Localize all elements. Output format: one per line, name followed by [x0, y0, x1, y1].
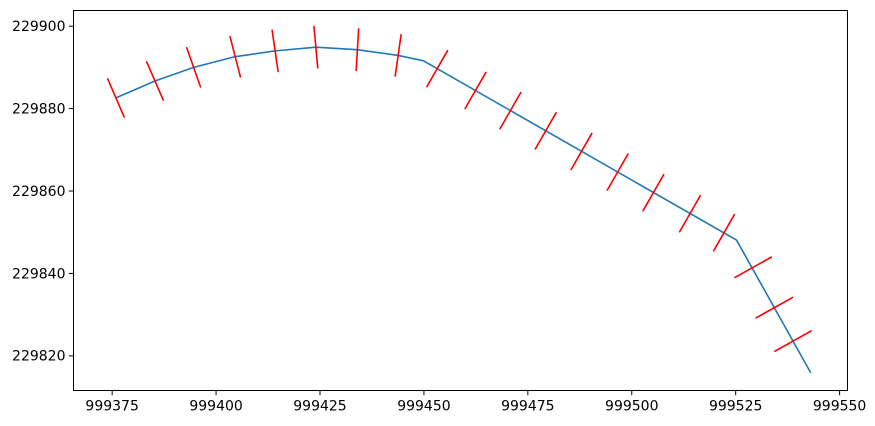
normal-tick — [534, 112, 557, 150]
axes-frame — [73, 10, 848, 391]
normal-tick — [394, 34, 402, 77]
normal-tick — [734, 256, 773, 279]
normal-tick — [642, 173, 665, 212]
y-tick-label: 229840 — [12, 266, 65, 282]
normal-tick — [271, 29, 279, 73]
y-tick-label: 229880 — [12, 101, 65, 117]
normal-tick — [106, 77, 125, 118]
normal-tick — [755, 296, 794, 319]
normal-tick — [229, 35, 242, 78]
x-tick-label: 999450 — [397, 399, 450, 415]
x-tick-label: 999400 — [189, 399, 242, 415]
normal-tick — [145, 61, 165, 101]
x-tick-label: 999425 — [293, 399, 346, 415]
x-tick-label: 999550 — [813, 399, 866, 415]
y-tick-label: 229860 — [12, 184, 65, 200]
normal-tick — [606, 153, 629, 191]
x-tick-label: 999500 — [605, 399, 658, 415]
normal-tick — [185, 46, 202, 88]
path-line — [115, 46, 812, 374]
y-tick-label: 229900 — [12, 19, 65, 35]
normal-tick — [499, 91, 522, 130]
normal-tick — [313, 25, 319, 69]
normal-tick — [426, 49, 449, 88]
x-tick-label: 999475 — [501, 399, 554, 415]
normal-tick — [712, 213, 736, 252]
normal-tick — [464, 71, 487, 110]
x-tick-label: 999525 — [709, 399, 762, 415]
y-tick-label: 229820 — [12, 349, 65, 365]
normal-tick — [774, 330, 812, 352]
normal-tick — [570, 132, 593, 171]
normal-tick — [678, 194, 702, 233]
normal-tick — [355, 28, 360, 72]
x-tick-label: 999375 — [85, 399, 138, 415]
